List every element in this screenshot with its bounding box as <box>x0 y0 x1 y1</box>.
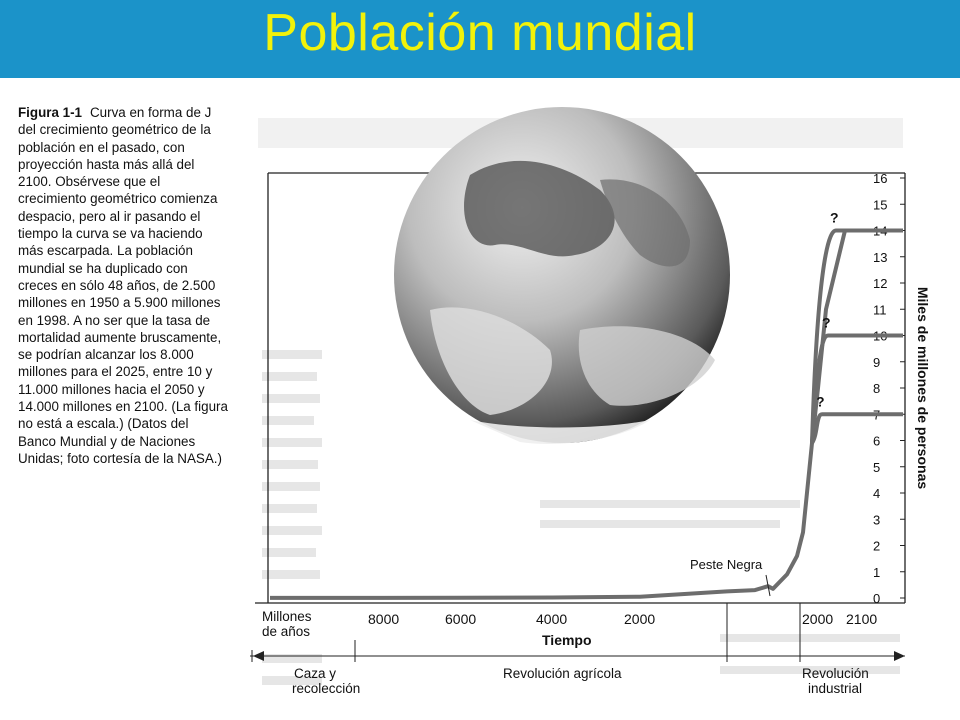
x-axis-title: Tiempo <box>542 632 592 648</box>
y-tick-label: 9 <box>873 355 880 370</box>
projection-branch <box>810 412 903 445</box>
x-tick-2100: 2100 <box>846 611 877 627</box>
projection-question-mark: ? <box>816 393 825 409</box>
x-tick-8000: 8000 <box>368 611 399 627</box>
period-industrial: Revolución industrial <box>802 666 869 696</box>
annotation-peste-negra: Peste Negra <box>690 557 763 572</box>
y-tick-label: 12 <box>873 276 887 291</box>
x-tick-2000-ad: 2000 <box>802 611 833 627</box>
projection-question-mark: ? <box>822 315 831 331</box>
y-tick-label: 13 <box>873 250 887 265</box>
y-tick-label: 0 <box>873 591 880 606</box>
y-tick-label: 2 <box>873 539 880 554</box>
period-agricola: Revolución agrícola <box>503 666 622 681</box>
x-tick-4000: 4000 <box>536 611 567 627</box>
y-axis-title: Miles de millones de personas <box>915 287 931 490</box>
period-caza: Caza y recolección <box>292 666 360 696</box>
title-banner: Población mundial <box>0 0 960 78</box>
x-tick-millones: Millones de años <box>262 609 312 639</box>
y-tick-label: 4 <box>873 486 880 501</box>
earth-photo <box>394 107 730 444</box>
y-tick-label: 16 <box>873 171 887 186</box>
projection-question-mark: ? <box>830 210 839 226</box>
page-title: Población mundial <box>263 4 697 62</box>
x-tick-6000: 6000 <box>445 611 476 627</box>
y-tick-label: 5 <box>873 460 880 475</box>
y-tick-label: 15 <box>873 197 887 212</box>
figure-label: Figura 1-1 <box>18 105 82 120</box>
caption-text: Curva en forma de J del crecimiento geom… <box>18 105 228 466</box>
projection-branch <box>810 228 903 444</box>
y-tick-label: 3 <box>873 512 880 527</box>
y-tick-label: 6 <box>873 434 880 449</box>
y-tick-label: 8 <box>873 381 880 396</box>
annotation-arrow <box>765 574 771 597</box>
y-tick-label: 1 <box>873 565 880 580</box>
x-tick-2000: 2000 <box>624 611 655 627</box>
projection-branch <box>810 333 903 444</box>
x-axis <box>250 602 905 662</box>
y-tick-label: 11 <box>873 302 887 317</box>
figure-caption: Figura 1-1 Curva en forma de J del crecim… <box>18 104 228 467</box>
